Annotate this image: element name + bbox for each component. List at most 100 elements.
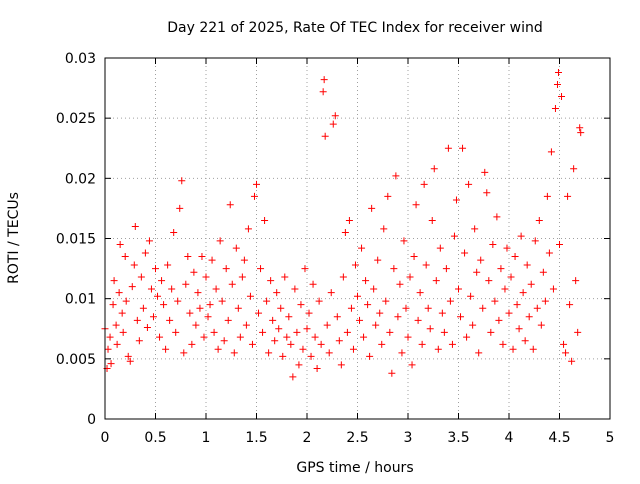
- data-point: [545, 249, 553, 257]
- data-point: [543, 192, 551, 200]
- data-point: [281, 273, 289, 281]
- data-point: [339, 273, 347, 281]
- data-point: [358, 244, 366, 252]
- data-point: [568, 357, 576, 365]
- x-tick-label: 1.5: [245, 430, 267, 446]
- data-point: [289, 373, 297, 381]
- data-point: [390, 265, 398, 273]
- data-point: [126, 357, 134, 365]
- data-point: [356, 316, 364, 324]
- data-point: [208, 256, 216, 264]
- data-point: [343, 328, 351, 336]
- data-point: [479, 304, 487, 312]
- x-tick-label: 4.5: [548, 430, 570, 446]
- data-point: [107, 360, 115, 368]
- data-point: [168, 285, 176, 293]
- data-point: [519, 289, 527, 297]
- data-point: [521, 337, 529, 345]
- data-point: [248, 340, 256, 348]
- data-point: [428, 216, 436, 224]
- data-point: [277, 304, 285, 312]
- data-point: [446, 297, 454, 305]
- data-point: [564, 192, 572, 200]
- data-point: [378, 340, 386, 348]
- data-point: [360, 333, 368, 341]
- data-point: [438, 309, 446, 317]
- data-point: [253, 180, 260, 188]
- data-point: [200, 333, 208, 341]
- data-point: [198, 253, 206, 261]
- data-point: [124, 352, 132, 360]
- data-point: [495, 316, 503, 324]
- x-tick-label: 5: [606, 430, 615, 446]
- data-point: [509, 345, 517, 353]
- data-point: [186, 309, 194, 317]
- data-point: [141, 249, 149, 257]
- data-point: [523, 261, 531, 269]
- data-point: [341, 228, 349, 236]
- data-point: [408, 361, 416, 369]
- data-point: [271, 337, 279, 345]
- data-point: [106, 333, 114, 341]
- data-point: [394, 313, 402, 321]
- data-point: [275, 325, 283, 333]
- y-tick-label: 0.005: [56, 352, 96, 368]
- data-point: [556, 241, 563, 249]
- data-point: [154, 292, 162, 300]
- data-point: [240, 256, 248, 264]
- data-point: [558, 93, 566, 101]
- data-point: [299, 345, 307, 353]
- data-point: [349, 345, 357, 353]
- data-point: [178, 177, 186, 185]
- data-point: [485, 277, 493, 285]
- chart-title: Day 221 of 2025, Rate Of TEC Index for r…: [167, 20, 542, 36]
- data-point: [374, 256, 382, 264]
- data-point: [327, 289, 335, 297]
- data-point: [220, 337, 228, 345]
- data-point: [291, 285, 299, 293]
- data-point: [112, 321, 120, 329]
- data-point: [529, 345, 537, 353]
- data-point: [218, 297, 226, 305]
- data-point: [319, 88, 327, 96]
- data-point: [414, 316, 422, 324]
- data-point: [234, 304, 242, 312]
- data-point: [430, 165, 438, 173]
- data-point: [135, 337, 143, 345]
- data-point: [128, 283, 136, 291]
- data-point: [232, 244, 240, 252]
- data-point: [329, 120, 337, 128]
- data-point: [525, 313, 533, 321]
- data-point: [491, 297, 499, 305]
- data-point: [384, 192, 392, 200]
- y-tick-label: 0.03: [65, 51, 96, 67]
- data-point: [382, 297, 390, 305]
- data-point: [404, 333, 412, 341]
- data-point: [576, 124, 584, 132]
- data-point: [442, 265, 450, 273]
- data-point: [444, 144, 452, 152]
- data-point: [172, 328, 180, 336]
- x-axis-label: GPS time / hours: [296, 460, 413, 476]
- data-point: [238, 273, 246, 281]
- data-point: [337, 361, 345, 369]
- y-tick-label: 0.015: [56, 232, 96, 248]
- x-tick-label: 4: [505, 430, 514, 446]
- data-point: [297, 301, 305, 309]
- data-point: [362, 277, 370, 285]
- data-point: [131, 222, 139, 230]
- data-point: [119, 328, 127, 336]
- data-point: [122, 297, 130, 305]
- data-point: [452, 196, 460, 204]
- data-point: [503, 244, 511, 252]
- data-point: [118, 309, 126, 317]
- axis-ticks: 0 0.5 1 1.5 2 2.5 3 3.5 4 4.5 5 0 0.005 0.01 0.015 0.02…: [56, 51, 615, 446]
- data-point: [547, 148, 555, 156]
- data-point: [499, 340, 507, 348]
- data-point: [320, 76, 328, 84]
- data-point: [149, 313, 157, 321]
- data-point: [279, 352, 287, 360]
- data-point: [483, 189, 491, 197]
- data-point: [531, 237, 539, 245]
- data-point: [487, 328, 495, 336]
